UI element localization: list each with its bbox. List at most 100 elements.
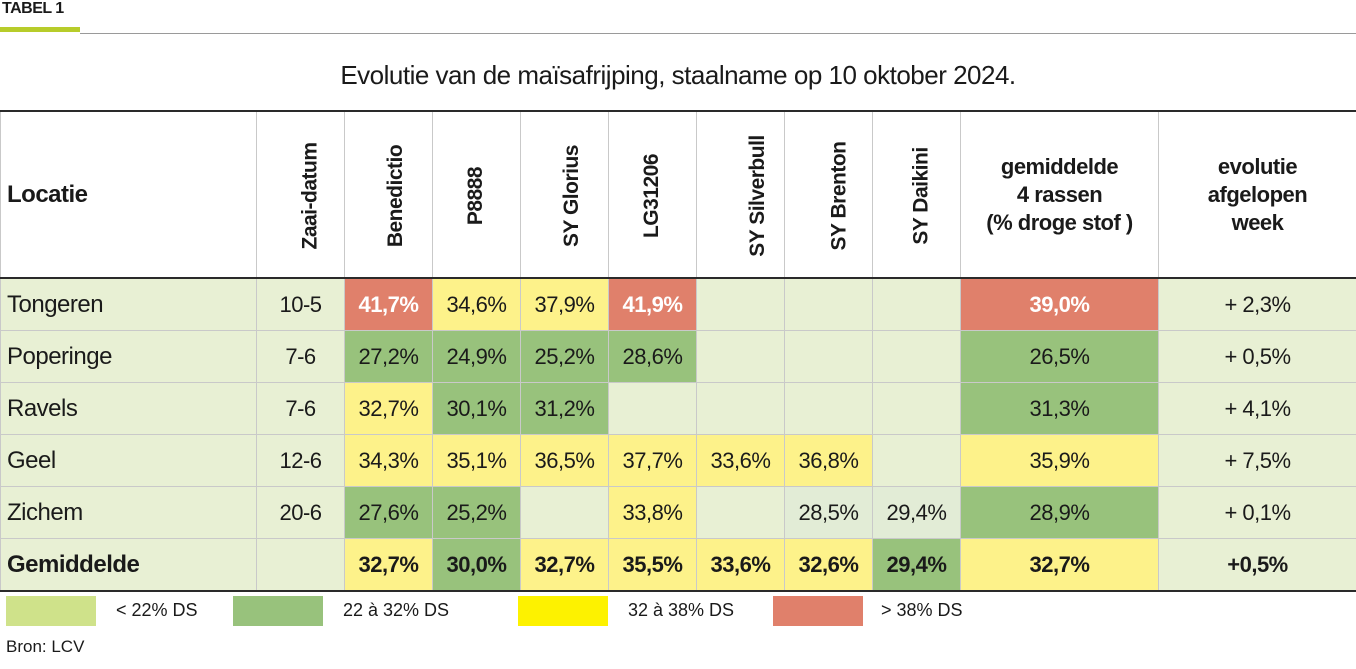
evolution-cell: +0,5% [1158,538,1356,592]
header-variety: P8888 [432,110,521,279]
location-cell: Zichem [0,486,257,539]
evolution-cell: + 0,1% [1158,486,1356,539]
value-cell: 37,7% [608,434,697,487]
value-cell: 31,2% [520,382,609,435]
value-cell: 36,5% [520,434,609,487]
table-tag: TABEL 1 [2,0,64,17]
location-cell: Tongeren [0,277,257,331]
value-cell [520,486,609,539]
value-cell: 34,3% [344,434,433,487]
value-cell [784,382,873,435]
average-cell: 35,9% [960,434,1159,487]
evolution-cell: + 0,5% [1158,330,1356,383]
header-location: Locatie [0,110,257,279]
legend-label: 32 à 38% DS [628,600,735,620]
table-row: Zichem 20-6 27,6% 25,2% 33,8% 28,5% 29,4% 28,9%… [0,486,1356,539]
average-cell: 39,0% [960,277,1159,331]
header-evolution: evolutie afgelopen week [1158,110,1356,279]
value-cell: 24,9% [432,330,521,383]
value-cell [872,382,961,435]
value-cell [696,486,785,539]
location-cell: Geel [0,434,257,487]
average-cell: 32,7% [960,538,1159,592]
sowing-date-cell: 7-6 [256,382,345,435]
top-rule [80,33,1356,34]
value-cell: 25,2% [432,486,521,539]
header-variety: SY Brenton [784,110,873,279]
sowing-date-cell: 20-6 [256,486,345,539]
value-cell: 27,6% [344,486,433,539]
header-row: Locatie Zaai-datum Benedictio P8888 SY G… [0,110,1356,279]
value-cell [872,434,961,487]
value-cell: 29,4% [872,486,961,539]
value-cell: 36,8% [784,434,873,487]
average-cell: 31,3% [960,382,1159,435]
table-row: Tongeren 10-5 41,7% 34,6% 37,9% 41,9% 39,0% + 2… [0,277,1356,331]
value-cell: 32,7% [520,538,609,592]
location-cell: Poperinge [0,330,257,383]
value-cell: 30,1% [432,382,521,435]
value-cell: 30,0% [432,538,521,592]
sowing-date-cell [256,538,345,592]
evolution-cell: + 2,3% [1158,277,1356,331]
location-cell: Gemiddelde [0,538,257,592]
average-cell: 28,9% [960,486,1159,539]
value-cell [872,277,961,331]
value-cell [784,277,873,331]
header-sowing-date: Zaai-datum [256,110,345,279]
header-average: gemiddelde 4 rassen (% droge stof ) [960,110,1159,279]
value-cell [872,330,961,383]
value-cell: 32,6% [784,538,873,592]
legend-swatch [773,596,863,626]
value-cell: 33,8% [608,486,697,539]
table-row: Geel 12-6 34,3% 35,1% 36,5% 37,7% 33,6% 36,8% 35… [0,434,1356,487]
evolution-cell: + 7,5% [1158,434,1356,487]
legend-swatch [518,596,608,626]
value-cell: 32,7% [344,382,433,435]
value-cell: 37,9% [520,277,609,331]
header-variety: SY Glorius [520,110,609,279]
table-title: Evolutie van de maïsafrijping, staalname… [340,60,1016,90]
title-band [0,34,1356,110]
header-variety: Benedictio [344,110,433,279]
value-cell: 27,2% [344,330,433,383]
value-cell: 35,1% [432,434,521,487]
legend: < 22% DS 22 à 32% DS 32 à 38% DS > 38% D… [0,594,1356,628]
value-cell: 33,6% [696,434,785,487]
legend-label: < 22% DS [116,600,198,620]
value-cell: 28,5% [784,486,873,539]
value-cell: 28,6% [608,330,697,383]
value-cell: 35,5% [608,538,697,592]
value-cell [784,330,873,383]
value-cell: 29,4% [872,538,961,592]
maize-ripening-table: Locatie Zaai-datum Benedictio P8888 SY G… [0,110,1356,592]
header-variety: LG31206 [608,110,697,279]
value-cell [696,330,785,383]
value-cell: 25,2% [520,330,609,383]
value-cell [696,277,785,331]
value-cell: 41,7% [344,277,433,331]
header-variety: SY Daikini [872,110,961,279]
average-cell: 26,5% [960,330,1159,383]
sowing-date-cell: 7-6 [256,330,345,383]
tag-underline [0,27,80,32]
value-cell [608,382,697,435]
value-cell: 33,6% [696,538,785,592]
legend-label: 22 à 32% DS [343,600,450,620]
table-row: Ravels 7-6 32,7% 30,1% 31,2% 31,3% + 4,1% [0,382,1356,435]
sowing-date-cell: 10-5 [256,277,345,331]
source-note: Bron: LCV [6,637,85,656]
legend-label: > 38% DS [881,600,963,620]
table-row: Gemiddelde 32,7% 30,0% 32,7% 35,5% 33,6% 32,6%… [0,538,1356,592]
evolution-cell: + 4,1% [1158,382,1356,435]
legend-swatch [233,596,323,626]
header-variety: SY Silverbull [696,110,785,279]
location-cell: Ravels [0,382,257,435]
table-row: Poperinge 7-6 27,2% 24,9% 25,2% 28,6% 26,5% + 0… [0,330,1356,383]
sowing-date-cell: 12-6 [256,434,345,487]
value-cell [696,382,785,435]
value-cell: 32,7% [344,538,433,592]
value-cell: 34,6% [432,277,521,331]
legend-swatch [6,596,96,626]
value-cell: 41,9% [608,277,697,331]
